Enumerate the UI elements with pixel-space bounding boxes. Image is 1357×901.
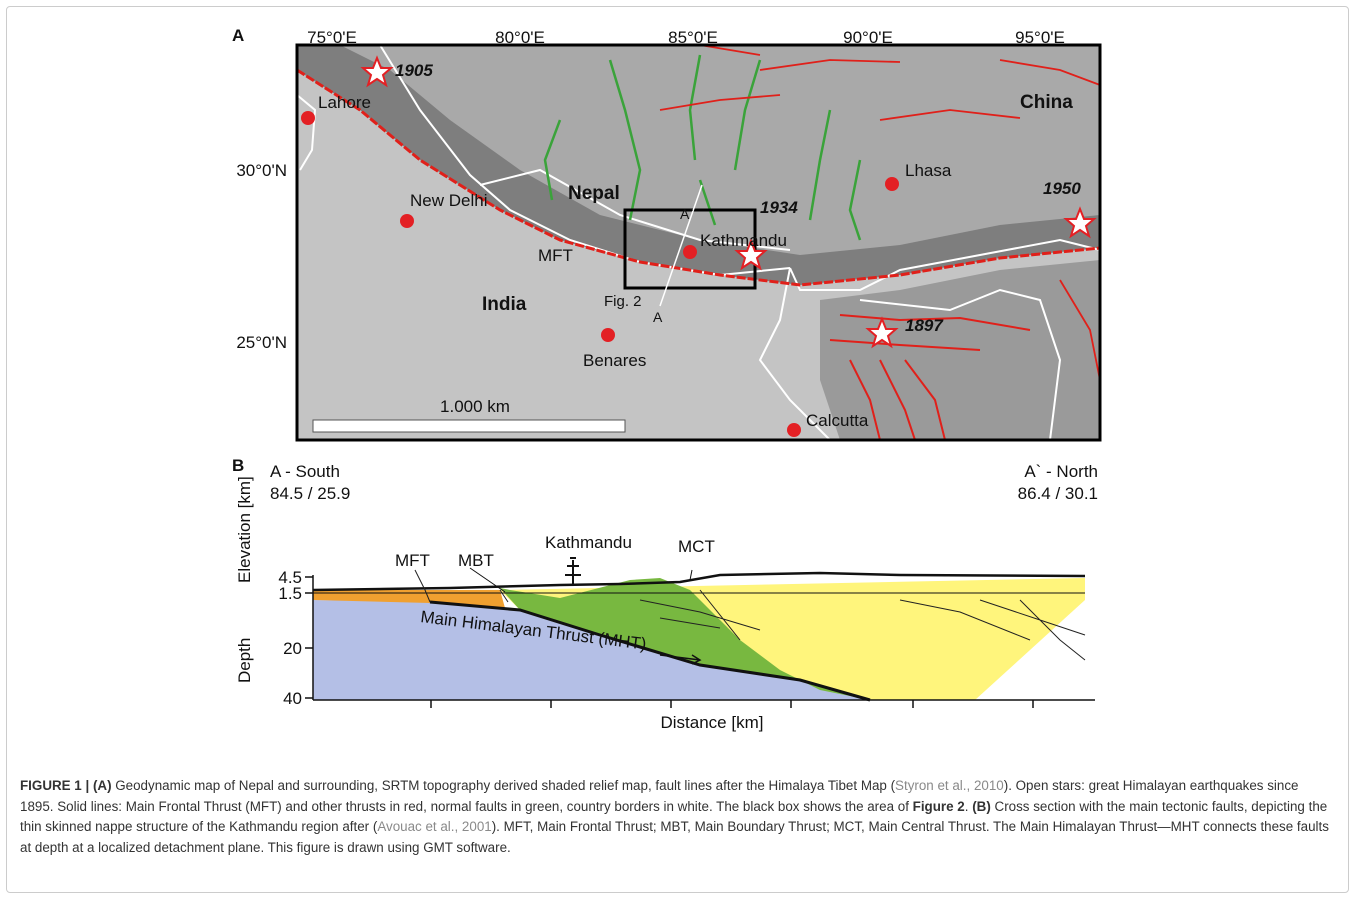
x-axis-label: Distance [km] xyxy=(661,713,764,732)
end-coords: 86.4 / 30.1 xyxy=(1018,484,1098,503)
caption: FIGURE 1 | (A) Geodynamic map of Nepal a… xyxy=(20,776,1335,858)
region-label: China xyxy=(1020,92,1073,113)
place-label: New Delhi xyxy=(410,191,487,210)
cross-section xyxy=(305,558,1095,708)
lon-label: 75°0'E xyxy=(307,28,357,47)
scale-label: 1.000 km xyxy=(440,397,510,416)
city-dot xyxy=(885,177,899,191)
panel-label: B xyxy=(232,456,244,475)
lat-label: 30°0'N xyxy=(236,161,287,180)
city-dot xyxy=(400,214,414,228)
place-label: Lahore xyxy=(318,93,371,112)
citation[interactable]: Avouac et al., 2001 xyxy=(377,819,491,834)
place-label: Lhasa xyxy=(905,161,952,180)
region-label: India xyxy=(482,294,527,315)
y-axis-label: Depth xyxy=(235,638,254,683)
end-name: A` - North xyxy=(1024,462,1098,481)
place-label: Benares xyxy=(583,351,646,370)
caption-label: (B) xyxy=(972,799,991,814)
city-dot xyxy=(787,423,801,437)
annotation: Fig. 2 xyxy=(604,293,642,310)
annotation: A xyxy=(653,309,663,325)
page: A 75°0'E 80°0'E 85°0'E 90°0'E 95°0'E 30°… xyxy=(0,0,1357,901)
city-dot xyxy=(601,328,615,342)
quake-year: 1897 xyxy=(905,316,944,335)
end-name: A - South xyxy=(270,462,340,481)
lat-label: 25°0'N xyxy=(236,333,287,352)
place-label: Kathmandu xyxy=(700,231,787,250)
map xyxy=(297,45,1100,440)
place-label: Calcutta xyxy=(806,411,869,430)
annotation: MFT xyxy=(538,246,573,265)
region-label: Nepal xyxy=(568,183,620,204)
figure-ref[interactable]: Figure 2 xyxy=(913,799,965,814)
lon-label: 85°0'E xyxy=(668,28,718,47)
place-label: Kathmandu xyxy=(545,533,632,552)
lon-label: 80°0'E xyxy=(495,28,545,47)
y-tick-label: 20 xyxy=(283,639,302,658)
caption-text: Geodynamic map of Nepal and surrounding,… xyxy=(112,778,896,793)
quake-year: 1905 xyxy=(395,61,433,80)
lon-label: 95°0'E xyxy=(1015,28,1065,47)
fault-label: MFT xyxy=(395,551,430,570)
quake-year: 1934 xyxy=(760,198,798,217)
city-dot xyxy=(683,245,697,259)
figure: A 75°0'E 80°0'E 85°0'E 90°0'E 95°0'E 30°… xyxy=(0,0,1357,770)
caption-label: FIGURE 1 | (A) xyxy=(20,778,112,793)
scale-bar xyxy=(313,420,625,432)
fault-label: MCT xyxy=(678,537,715,556)
city-dot xyxy=(301,111,315,125)
quake-year: 1950 xyxy=(1043,179,1081,198)
annotation: A` xyxy=(680,206,694,222)
y-tick-label: 40 xyxy=(283,689,302,708)
end-coords: 84.5 / 25.9 xyxy=(270,484,350,503)
pagoda-icon xyxy=(565,558,581,585)
citation[interactable]: Styron et al., 2010 xyxy=(895,778,1004,793)
y-tick-label: 1.5 xyxy=(278,584,302,603)
fault-label: MBT xyxy=(458,551,494,570)
y-axis-label: Elevation [km] xyxy=(235,476,254,583)
lon-label: 90°0'E xyxy=(843,28,893,47)
panel-label: A xyxy=(232,26,244,45)
